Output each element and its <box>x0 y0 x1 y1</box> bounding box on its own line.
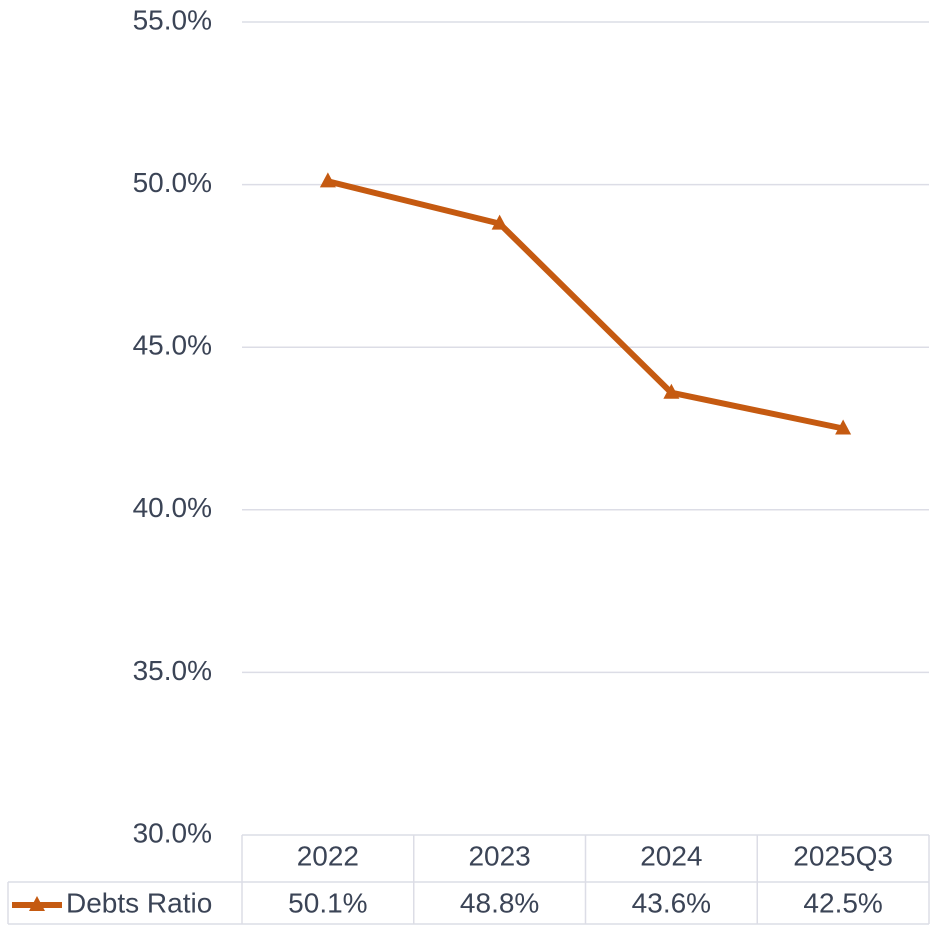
x-tick-label: 2022 <box>297 840 359 871</box>
y-tick-label: 40.0% <box>133 492 212 523</box>
data-label: 43.6% <box>632 887 711 918</box>
y-tick-label: 50.0% <box>133 167 212 198</box>
x-tick-label: 2024 <box>640 840 702 871</box>
legend-label: Debts Ratio <box>66 887 212 918</box>
data-label: 50.1% <box>288 887 367 918</box>
legend-marker <box>29 896 45 911</box>
point-marker <box>491 214 508 230</box>
x-tick-label: 2023 <box>468 840 530 871</box>
data-label: 48.8% <box>460 887 539 918</box>
point-marker <box>835 419 852 435</box>
y-tick-label: 30.0% <box>133 817 212 848</box>
series-line <box>327 178 844 432</box>
x-tick-label: 2025Q3 <box>793 840 893 871</box>
data-label: 42.5% <box>803 887 882 918</box>
point-marker <box>319 172 336 188</box>
y-tick-label: 45.0% <box>133 330 212 361</box>
y-tick-label: 55.0% <box>133 4 212 35</box>
point-marker <box>663 383 680 399</box>
y-tick-label: 35.0% <box>133 655 212 686</box>
